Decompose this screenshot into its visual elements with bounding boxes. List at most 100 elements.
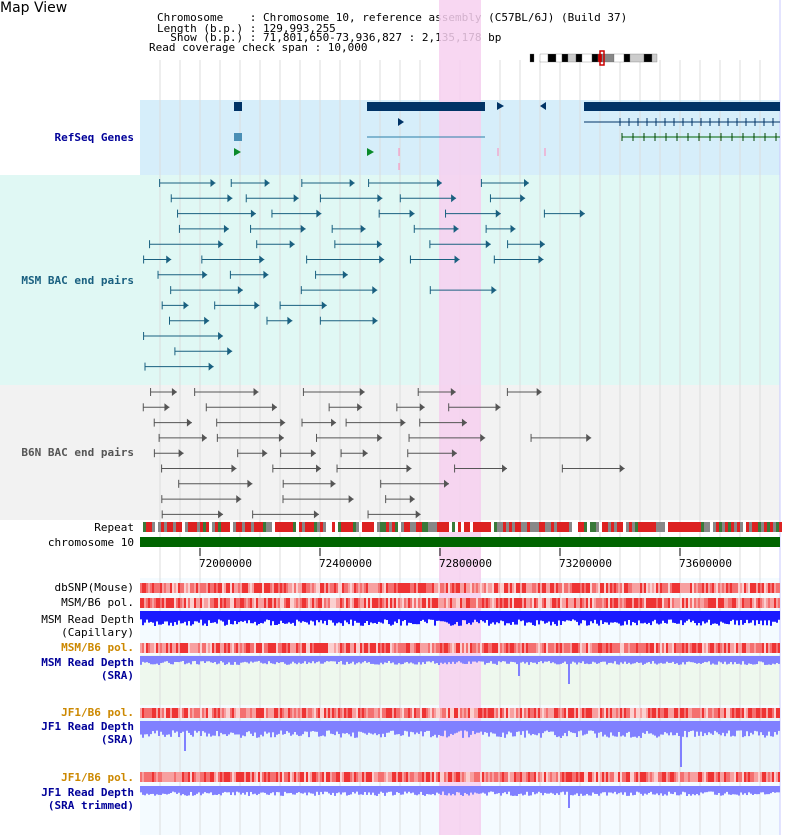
msm-b6-pol-2-cell xyxy=(274,643,276,653)
msm-b6-pol-2-cell xyxy=(572,643,574,653)
jf1-depth-trim-bar xyxy=(634,786,636,795)
dbsnp-cell xyxy=(606,583,608,593)
msm-depth-sra-bar xyxy=(234,656,236,662)
jf1-b6-pol-2-cell xyxy=(358,772,360,782)
jf1-depth-trim-bar xyxy=(242,786,244,793)
msm-depth-cap-bar xyxy=(278,611,280,624)
jf1-depth-trim-bar xyxy=(638,786,640,793)
msm-b6-pol-cell xyxy=(752,598,754,608)
msm-depth-sra-bar xyxy=(502,656,504,662)
msm-b6-pol-2-cell xyxy=(402,643,404,653)
msm-b6-pol-2-cell xyxy=(694,643,696,653)
msm-depth-sra-bar xyxy=(202,656,204,662)
jf1-b6-pol-cell xyxy=(164,708,166,718)
msm-depth-sra-bar xyxy=(280,656,282,663)
msm-b6-pol-cell xyxy=(278,598,280,608)
msm-depth-sra-bar xyxy=(230,656,232,665)
msm-b6-pol-2-cell xyxy=(372,643,374,653)
jf1-depth-trim-bar xyxy=(450,786,452,796)
jf1-depth-trim-bar xyxy=(442,786,444,792)
jf1-b6-pol-cell xyxy=(658,708,660,718)
jf1-b6-pol-2-cell xyxy=(314,772,316,782)
jf1-depth-trim-bar xyxy=(250,786,252,792)
msm-depth-cap-bar xyxy=(440,611,442,622)
dbsnp-cell xyxy=(222,583,224,593)
jf1-depth-sra-bar xyxy=(168,721,170,735)
jf1-depth-sra-bar xyxy=(230,721,232,733)
jf1-depth-trim-bar xyxy=(286,786,288,794)
msm-b6-pol-2-cell xyxy=(416,643,418,653)
jf1-depth-trim-bar xyxy=(356,786,358,792)
repeat-element xyxy=(626,522,629,532)
jf1-b6-pol-cell xyxy=(758,708,760,718)
b6n-bac-end-arrow xyxy=(451,449,457,458)
jf1-depth-trim-bar xyxy=(434,786,436,796)
msm-b6-pol-2-cell xyxy=(626,643,628,653)
msm-b6-pol-2-cell xyxy=(330,643,332,653)
msm-b6-pol-2-cell xyxy=(750,643,752,653)
jf1-depth-sra-bar xyxy=(586,721,588,734)
track-label-b6n-bac[interactable]: B6N BAC end pairs xyxy=(21,446,134,459)
dbsnp-cell xyxy=(436,583,438,593)
jf1-b6-pol-2-cell xyxy=(646,772,648,782)
msm-b6-pol-cell xyxy=(310,598,312,608)
jf1-b6-pol-2-cell xyxy=(508,772,510,782)
msm-b6-pol-2-cell xyxy=(684,643,686,653)
dbsnp-cell xyxy=(690,583,692,593)
repeat-element xyxy=(539,522,542,532)
msm-depth-sra-bar xyxy=(630,656,632,665)
jf1-depth-trim-bar xyxy=(582,786,584,796)
msm-b6-pol-cell xyxy=(696,598,698,608)
msm-b6-pol-2-cell xyxy=(396,643,398,653)
msm-depth-sra-bar xyxy=(312,656,314,662)
dbsnp-cell xyxy=(624,583,626,593)
msm-b6-pol-cell xyxy=(570,598,572,608)
jf1-depth-trim-bar xyxy=(314,786,316,796)
msm-b6-pol-cell xyxy=(750,598,752,608)
jf1-depth-sra-bar xyxy=(216,721,218,731)
track-label-msm-bac[interactable]: MSM BAC end pairs xyxy=(21,274,134,287)
msm-depth-sra-bar xyxy=(572,656,574,662)
msm-b6-pol-2-cell xyxy=(716,643,718,653)
jf1-depth-trim-bar xyxy=(330,786,332,795)
msm-depth-sra-bar xyxy=(472,656,474,662)
msm-depth-sra-bar xyxy=(506,656,508,664)
msm-b6-pol-2-cell xyxy=(610,643,612,653)
msm-b6-pol-2-cell xyxy=(156,643,158,653)
jf1-b6-pol-cell xyxy=(360,708,362,718)
msm-depth-cap-bar xyxy=(270,611,272,626)
repeat-element xyxy=(680,522,683,532)
msm-depth-cap-bar xyxy=(504,611,506,626)
msm-depth-cap-bar xyxy=(574,611,576,621)
jf1-b6-pol-cell xyxy=(262,708,264,718)
jf1-b6-pol-2-cell xyxy=(728,772,730,782)
jf1-depth-sra-bar xyxy=(250,721,252,734)
msm-b6-pol-2-cell xyxy=(652,643,654,653)
jf1-depth-trim-bar xyxy=(712,786,714,792)
repeat-element xyxy=(578,522,581,532)
msm-depth-sra-bar xyxy=(458,656,460,662)
track-label-msm-depth-sra: MSM Read Depth xyxy=(41,656,134,669)
b6n-bac-end-arrow xyxy=(310,449,316,458)
msm-b6-pol-2-cell xyxy=(654,643,656,653)
dbsnp-cell xyxy=(572,583,574,593)
msm-depth-sra-bar xyxy=(266,656,268,665)
jf1-b6-pol-2-cell xyxy=(560,772,562,782)
jf1-depth-trim-bar xyxy=(686,786,688,796)
jf1-depth-trim-bar xyxy=(446,786,448,796)
dbsnp-cell xyxy=(722,583,724,593)
msm-depth-cap-bar xyxy=(364,611,366,624)
jf1-depth-trim-bar xyxy=(290,786,292,793)
axis-tick-label: 73200000 xyxy=(559,557,612,570)
msm-b6-pol-cell xyxy=(436,598,438,608)
jf1-depth-sra-bar xyxy=(444,721,446,731)
jf1-b6-pol-2-cell xyxy=(552,772,554,782)
track-label-refseq[interactable]: RefSeq Genes xyxy=(54,131,134,144)
msm-bac-end-arrow xyxy=(342,270,348,279)
jf1-depth-sra-bar xyxy=(548,721,550,732)
jf1-b6-pol-2-cell xyxy=(472,772,474,782)
jf1-b6-pol-cell xyxy=(466,708,468,718)
jf1-b6-pol-cell xyxy=(552,708,554,718)
msm-depth-cap-bar xyxy=(500,611,502,621)
